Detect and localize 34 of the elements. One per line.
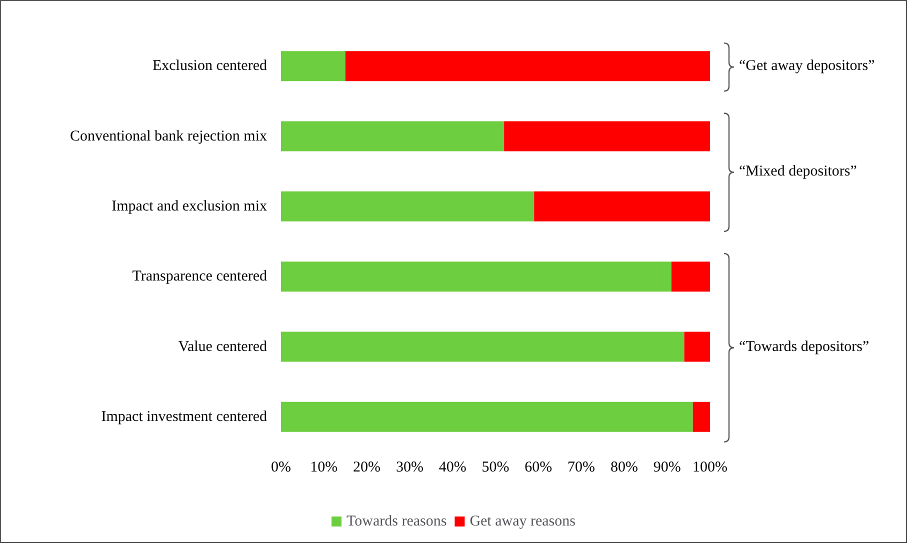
x-tick-label: 50% (482, 460, 510, 476)
bar (504, 121, 710, 152)
bar (534, 191, 710, 222)
bar (281, 332, 684, 362)
y-tick-label: Impact investment centered (101, 408, 268, 425)
bar (281, 262, 672, 292)
bar (281, 51, 346, 82)
x-tick-label: 20% (353, 460, 381, 476)
text: “Get away depositors” (739, 58, 875, 74)
bar (345, 51, 710, 82)
bar (281, 121, 504, 152)
text: “Mixed depositors” (739, 163, 857, 180)
x-tick-label: 0% (271, 460, 291, 476)
y-tick-label: Conventional bank rejection mix (70, 128, 268, 144)
x-tick-label: 30% (396, 460, 424, 476)
legend-label: Towards reasons (346, 514, 447, 530)
x-tick-label: 90% (653, 460, 681, 476)
y-tick-label: Transparence centered (132, 268, 268, 285)
bar (281, 402, 693, 432)
x-tick-label: 80% (610, 460, 638, 476)
y-tick-label: Value centered (178, 338, 268, 355)
x-tick-label: 10% (310, 460, 338, 476)
bar (692, 402, 710, 432)
bar (671, 262, 710, 292)
legend-label: Get away reasons (470, 514, 576, 530)
bar (281, 191, 534, 222)
text: “Towards depositors” (739, 338, 870, 355)
y-tick-label: Impact and exclusion mix (112, 198, 268, 214)
y-tick-label: Exclusion centered (152, 58, 268, 74)
bar (684, 332, 710, 362)
x-tick-label: 40% (438, 460, 466, 476)
x-tick-label: 70% (568, 460, 596, 476)
x-tick-label: 60% (524, 460, 552, 476)
x-tick-label: 100% (692, 460, 728, 476)
